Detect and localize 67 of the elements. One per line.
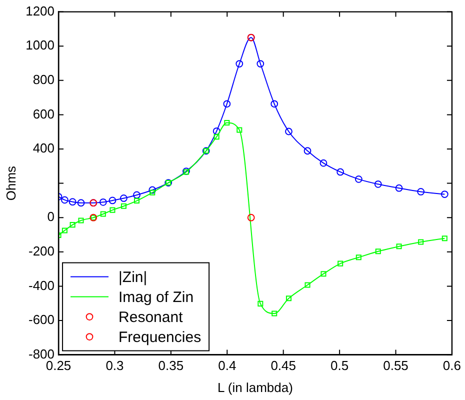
point: [320, 159, 328, 167]
x-tick-label: 0.5: [330, 358, 349, 374]
x-axis-title: L (in lambda): [218, 380, 293, 395]
y-axis-title: Ohms: [3, 165, 18, 201]
point: [440, 190, 448, 198]
point: [374, 180, 382, 188]
point: [396, 244, 402, 250]
x-tick-label: 0.45: [270, 358, 296, 374]
point: [134, 198, 140, 204]
point: [286, 296, 292, 302]
legend-label: Frequencies: [118, 328, 202, 346]
y-tick-label: -200: [28, 243, 55, 258]
point: [120, 203, 126, 209]
x-tick-label: 0.35: [158, 358, 184, 374]
point: [120, 194, 128, 202]
point: [272, 310, 278, 316]
point: [356, 254, 362, 260]
point: [258, 300, 264, 306]
point: [224, 120, 230, 126]
point: [375, 248, 381, 254]
point: [212, 127, 220, 135]
point: [223, 100, 231, 108]
point: [417, 188, 425, 196]
point: [236, 127, 242, 133]
point: [270, 100, 278, 108]
y-tick-label: 600: [32, 106, 55, 122]
point: [336, 168, 344, 176]
x-tick-label: 0.55: [383, 358, 408, 374]
y-tick-label: 0: [47, 209, 55, 224]
point: [100, 211, 106, 217]
point: [395, 184, 403, 192]
legend-label: Resonant: [118, 308, 184, 326]
point: [304, 147, 312, 155]
point: [247, 214, 255, 222]
point: [256, 60, 264, 68]
point: [77, 199, 85, 207]
point: [442, 236, 448, 242]
y-tick-label: 400: [32, 140, 55, 156]
legend-label: Imag of Zin: [118, 288, 194, 306]
point: [61, 196, 68, 204]
point: [285, 128, 292, 136]
y-tick-label: 1000: [26, 38, 55, 53]
point: [110, 207, 116, 213]
x-tick-label: 0.6: [442, 358, 462, 374]
y-tick-label: 1200: [26, 3, 55, 18]
point: [214, 134, 220, 140]
x-tick-label: 0.3: [106, 358, 124, 374]
legend-label: |Zin|: [118, 268, 148, 286]
point: [99, 198, 107, 206]
point: [354, 175, 362, 183]
point: [236, 60, 244, 68]
x-tick-label: 0.4: [218, 358, 236, 374]
y-tick-label: -400: [28, 278, 55, 293]
point: [62, 228, 68, 234]
point: [78, 218, 84, 224]
point: [320, 271, 326, 277]
y-tick-label: -600: [28, 312, 55, 328]
point: [133, 191, 140, 199]
y-tick-label: 800: [32, 72, 55, 87]
point: [418, 239, 424, 245]
point: [108, 196, 116, 204]
point: [338, 260, 344, 266]
point: [304, 282, 310, 288]
point: [148, 186, 156, 194]
point: [68, 198, 76, 206]
point: [150, 190, 156, 196]
point: [70, 222, 76, 228]
